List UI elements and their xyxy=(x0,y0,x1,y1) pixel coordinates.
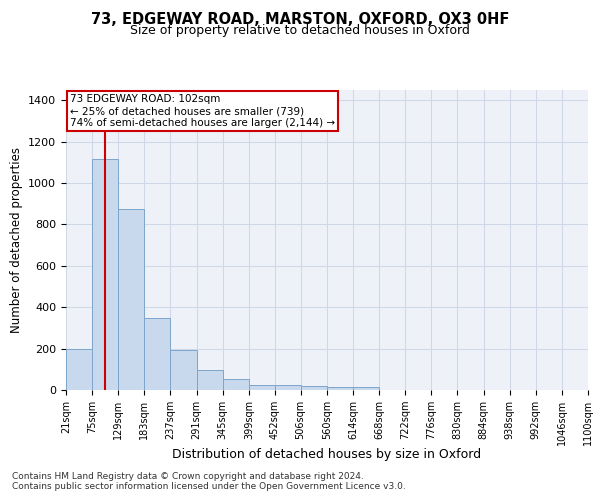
Y-axis label: Number of detached properties: Number of detached properties xyxy=(10,147,23,333)
Bar xyxy=(170,350,197,390)
Text: Contains public sector information licensed under the Open Government Licence v3: Contains public sector information licen… xyxy=(12,482,406,491)
Bar xyxy=(118,210,145,390)
X-axis label: Distribution of detached houses by size in Oxford: Distribution of detached houses by size … xyxy=(172,448,482,461)
Bar xyxy=(301,386,327,390)
Bar xyxy=(275,385,301,390)
Text: 73 EDGEWAY ROAD: 102sqm
← 25% of detached houses are smaller (739)
74% of semi-d: 73 EDGEWAY ROAD: 102sqm ← 25% of detache… xyxy=(70,94,335,128)
Bar xyxy=(92,160,118,390)
Bar xyxy=(249,385,275,390)
Bar xyxy=(353,387,379,390)
Text: Size of property relative to detached houses in Oxford: Size of property relative to detached ho… xyxy=(130,24,470,37)
Bar xyxy=(145,318,170,390)
Bar xyxy=(66,350,92,390)
Bar xyxy=(327,387,353,390)
Bar xyxy=(223,379,249,390)
Text: 73, EDGEWAY ROAD, MARSTON, OXFORD, OX3 0HF: 73, EDGEWAY ROAD, MARSTON, OXFORD, OX3 0… xyxy=(91,12,509,28)
Bar xyxy=(197,370,223,390)
Text: Contains HM Land Registry data © Crown copyright and database right 2024.: Contains HM Land Registry data © Crown c… xyxy=(12,472,364,481)
